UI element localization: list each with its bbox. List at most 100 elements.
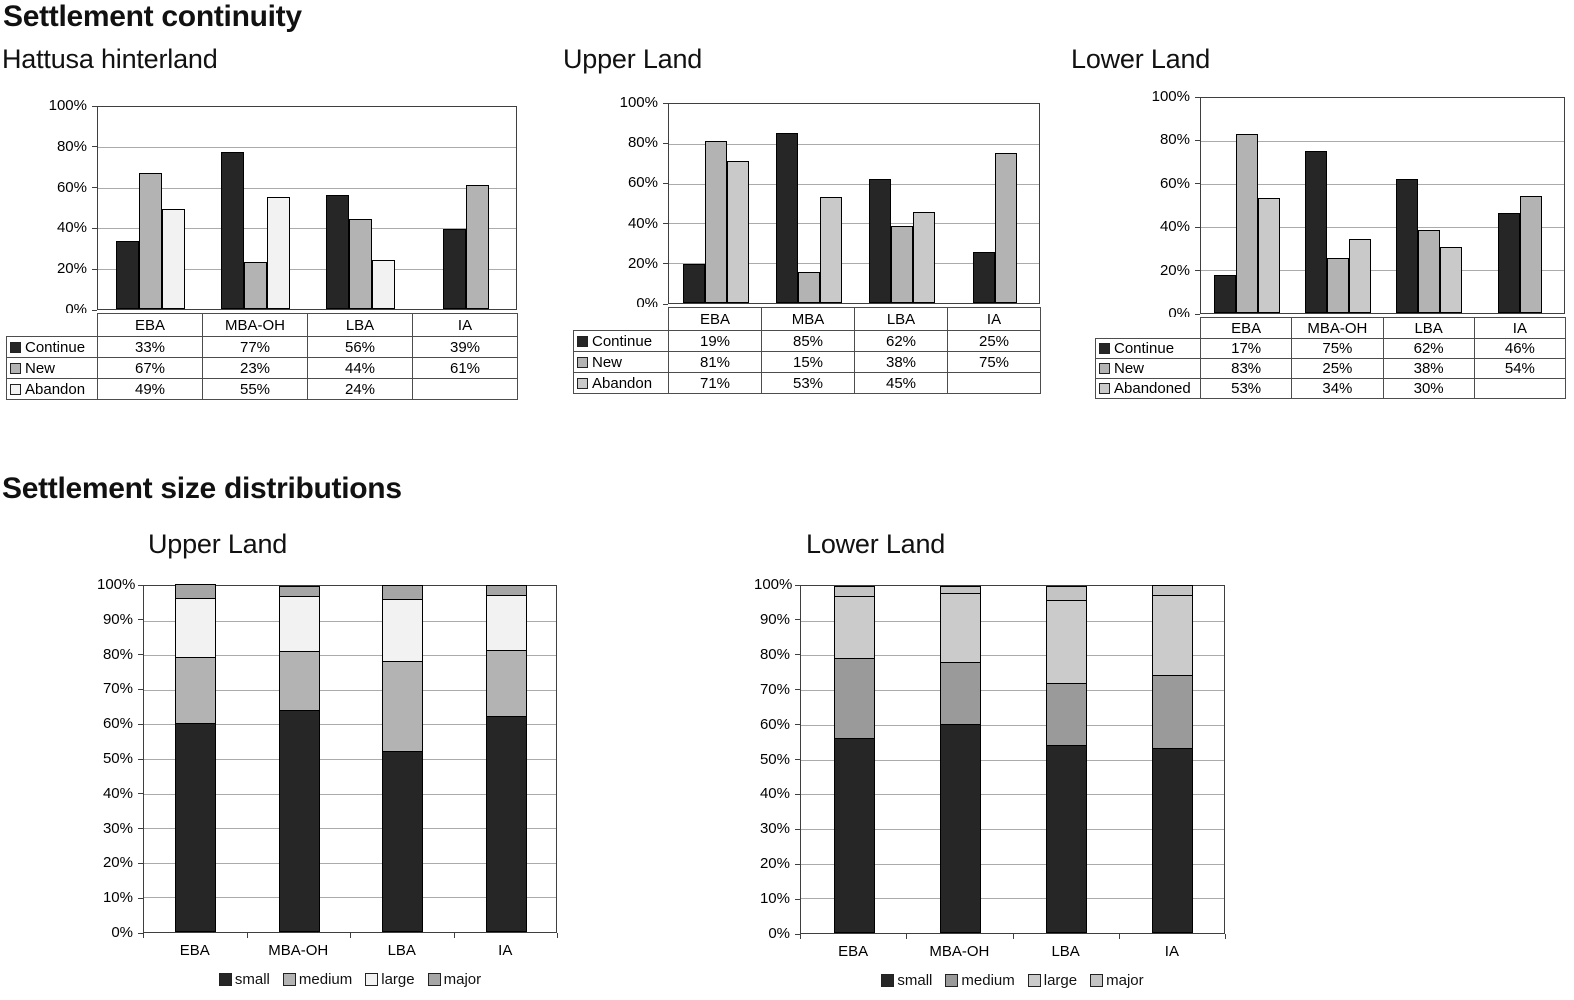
legend-item-large: large — [1027, 972, 1077, 989]
segment-small-ia — [485, 716, 527, 932]
segment-large-lba — [1046, 600, 1088, 684]
legend-swatch-abandon — [577, 377, 588, 389]
segment-small-mba-oh — [939, 724, 981, 933]
x-axis-label-eba: EBA — [97, 313, 203, 337]
legend-label: large — [381, 971, 415, 988]
y-axis-tick — [138, 688, 143, 690]
y-axis-tick — [138, 828, 143, 830]
gridline — [144, 862, 556, 864]
category-slot-mba-oh — [248, 586, 352, 932]
bar-new-mba — [797, 272, 820, 303]
table-value-new-ia: 61% — [412, 357, 518, 379]
bar-continue-eba — [116, 241, 139, 309]
bar-group-eba — [669, 141, 762, 303]
legend-label: Abandoned — [1114, 380, 1191, 397]
bar-group-ia — [1475, 196, 1566, 313]
legend-cell-new: New — [6, 357, 98, 379]
x-axis-label-lba: LBA — [1051, 943, 1080, 960]
y-axis-label: 50% — [759, 750, 790, 768]
legend-item-small: small — [218, 971, 270, 988]
x-axis-tick — [246, 933, 248, 938]
chart-legend: small medium large major — [143, 971, 557, 988]
table-value-abandon-lba: 45% — [854, 372, 948, 394]
segment-small-eba — [175, 723, 217, 932]
gridline — [144, 724, 556, 726]
x-axis-tick — [1012, 934, 1014, 939]
table-value-continue-lba: 56% — [307, 336, 413, 358]
legend-swatch-large — [365, 973, 379, 986]
gridline — [1201, 227, 1564, 228]
legend-swatch-major — [1090, 974, 1104, 987]
segment-large-ia — [1152, 595, 1194, 676]
table-value-abandon-eba: 71% — [668, 372, 762, 394]
y-axis-tick — [663, 303, 668, 305]
gridline — [98, 268, 516, 270]
y-axis-tick — [92, 187, 97, 189]
y-axis-label: 100% — [754, 576, 793, 593]
category-slot-mba-oh — [203, 107, 308, 309]
y-axis-label: 0% — [768, 925, 790, 942]
bar-abandoned-mba-oh — [1348, 239, 1371, 313]
y-axis-tick — [138, 654, 143, 656]
segment-small-ia — [1152, 748, 1194, 933]
gridline — [801, 724, 1224, 726]
bar-new-ia — [465, 185, 489, 309]
y-axis-label: 60% — [627, 174, 658, 192]
table-value-continue-mba-oh: 75% — [1291, 338, 1384, 359]
y-axis-label: 60% — [1159, 174, 1190, 192]
legend-swatch-abandoned — [1099, 383, 1110, 394]
stacked-bar-eba — [175, 584, 217, 932]
legend-label: Continue — [592, 332, 653, 350]
y-axis-tick — [795, 898, 800, 900]
table-value-new-mba-oh: 25% — [1291, 358, 1384, 379]
table-value-continue-ia: 39% — [412, 336, 518, 358]
y-axis-tick — [92, 268, 97, 270]
y-axis-label: 10% — [102, 889, 133, 907]
plot-area — [1200, 97, 1565, 314]
y-axis-tick — [1195, 183, 1200, 185]
category-slot-lba — [351, 585, 455, 932]
legend-item-medium: medium — [945, 972, 1015, 989]
y-axis-tick — [663, 102, 668, 104]
bar-new-lba — [890, 226, 913, 303]
gridline — [669, 183, 1039, 185]
gridline — [801, 759, 1224, 761]
legend-swatch-medium — [945, 974, 959, 987]
legend-cell-abandoned: Abandoned — [1095, 378, 1201, 399]
table-value-new-lba: 38% — [854, 351, 948, 373]
section-title-settlement-size-distributions: Settlement size distributions — [2, 472, 402, 505]
segment-medium-eba — [833, 658, 875, 739]
x-axis-label-mba-oh: MBA-OH — [1291, 317, 1384, 339]
section-title-settlement-continuity: Settlement continuity — [3, 0, 302, 33]
legend-swatch-new — [577, 356, 588, 368]
category-slot-eba — [669, 104, 762, 303]
x-axis-tick — [1225, 934, 1226, 939]
plot-area — [668, 103, 1040, 304]
bar-group-mba — [762, 133, 855, 303]
y-axis-label: 0% — [111, 924, 133, 941]
gridline — [98, 187, 516, 189]
segment-small-eba — [833, 738, 875, 933]
table-value-new-eba: 67% — [97, 357, 203, 379]
x-axis-label-eba: EBA — [1199, 317, 1293, 339]
legend-cell-abandon: Abandon — [573, 372, 669, 394]
segment-large-eba — [833, 596, 875, 659]
bar-abandon-mba — [819, 197, 842, 303]
bar-abandoned-lba — [1440, 247, 1463, 313]
x-axis-label-lba: LBA — [387, 942, 416, 959]
y-axis-tick — [92, 105, 97, 107]
table-value-continue-eba: 17% — [1199, 338, 1293, 359]
chart-legend: small medium large major — [800, 972, 1225, 989]
table-value-continue-ia: 46% — [1473, 338, 1567, 359]
category-slot-eba — [144, 584, 248, 932]
y-axis-label: 30% — [759, 820, 790, 838]
y-axis-label: 90% — [102, 610, 133, 628]
gridline — [98, 147, 516, 149]
table-value-new-mba-oh: 23% — [202, 357, 308, 379]
stacked-bar-eba — [833, 586, 875, 933]
x-axis-tick — [1118, 934, 1120, 939]
y-axis-label: 80% — [1159, 131, 1190, 149]
plot-area — [97, 106, 517, 310]
stacked-bar-mba-oh — [939, 586, 981, 933]
y-axis-tick — [663, 182, 668, 184]
